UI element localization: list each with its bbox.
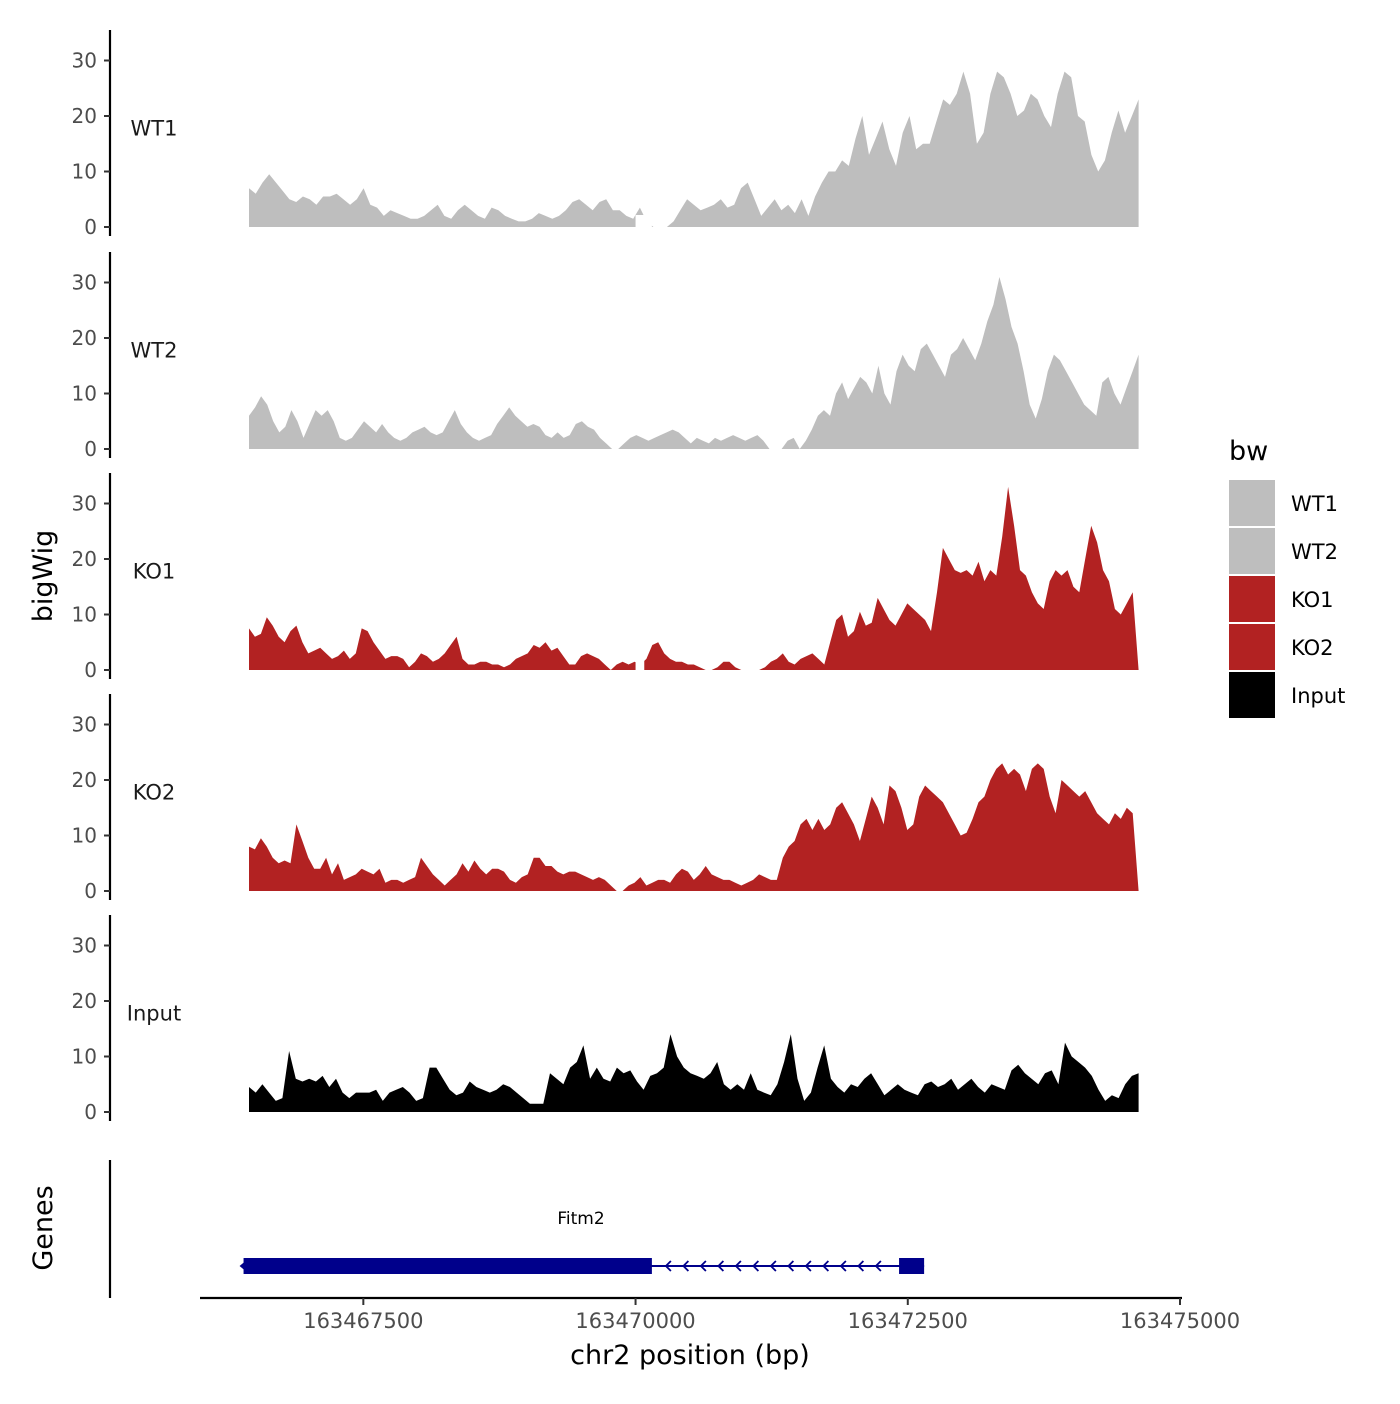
gene-exon (243, 1258, 652, 1274)
track-wt2: 0 10 20 30 WT2 (72, 252, 1139, 461)
y-tick-label: 0 (84, 437, 97, 461)
strand-arrow (699, 1260, 707, 1272)
track-label: Input (127, 1001, 181, 1025)
y-tick-label: 30 (72, 492, 97, 516)
area-series-ko1 (249, 486, 1139, 670)
track-label: KO2 (133, 780, 176, 804)
y-tick-label: 10 (72, 160, 97, 184)
strand-arrow (769, 1260, 777, 1272)
legend-swatch-ko1 (1229, 576, 1275, 622)
gene-exon (899, 1258, 925, 1274)
strand-arrow (822, 1260, 830, 1272)
y-tick-label: 20 (72, 989, 97, 1013)
legend-label-ko2: KO2 (1291, 636, 1334, 660)
legend-swatch-wt2 (1229, 528, 1275, 574)
x-tick-label: 163472500 (848, 1309, 968, 1333)
y-tick-label: 20 (72, 547, 97, 571)
y-tick-label: 30 (72, 934, 97, 958)
legend: bw WT1 WT2 KO1 KO2 Input (1229, 436, 1345, 718)
area-series-wt1 (249, 71, 1139, 227)
x-axis-label: chr2 position (bp) (570, 1340, 810, 1371)
track-ko2: 0 10 20 30 KO2 (72, 694, 1139, 903)
strand-arrow (752, 1260, 760, 1272)
y-tick-label: 20 (72, 768, 97, 792)
strand-arrow (787, 1260, 795, 1272)
y-tick-label: 30 (72, 713, 97, 737)
y-tick-label: 30 (72, 271, 97, 295)
legend-swatch-input (1229, 672, 1275, 718)
area-series-input (249, 1034, 1139, 1112)
y-tick-label: 10 (72, 382, 97, 406)
strand-arrow (804, 1260, 812, 1272)
gene-name: Fitm2 (557, 1209, 604, 1229)
track-panels: 0 10 20 30 WT1 0 10 20 30 WT2 0 10 20 30 KO1 0 10 20 30 KO2… (72, 30, 1139, 1124)
strand-arrow (717, 1260, 725, 1272)
y-tick-label: 0 (84, 1100, 97, 1124)
legend-label-input: Input (1291, 684, 1345, 708)
y-tick-label: 0 (84, 658, 97, 682)
track-wt1: 0 10 20 30 WT1 (72, 30, 1139, 239)
track-label: WT2 (131, 338, 178, 362)
coverage-gap (635, 658, 645, 672)
area-series-wt2 (249, 277, 1139, 449)
legend-swatch-wt1 (1229, 480, 1275, 526)
y-tick-label: 0 (84, 215, 97, 239)
x-tick-label: 163470000 (575, 1309, 695, 1333)
strand-arrow (857, 1260, 865, 1272)
y-tick-label: 10 (72, 824, 97, 848)
x-axis: 163467500 163470000 163472500 163475000 (200, 1296, 1240, 1333)
strand-arrow (839, 1260, 847, 1272)
track-ko1: 0 10 20 30 KO1 (72, 473, 1139, 682)
legend-label-wt2: WT2 (1291, 540, 1338, 564)
track-input: 0 10 20 30 Input (72, 915, 1139, 1124)
strand-arrow (734, 1260, 742, 1272)
strand-arrow (664, 1260, 672, 1272)
track-label: WT1 (131, 116, 178, 140)
legend-label-ko1: KO1 (1291, 588, 1334, 612)
y-axis-label: bigWig (28, 530, 59, 623)
legend-title: bw (1229, 436, 1268, 467)
y-tick-label: 10 (72, 1045, 97, 1069)
strand-arrow (874, 1260, 882, 1272)
strand-arrow (682, 1260, 690, 1272)
y-tick-label: 20 (72, 104, 97, 128)
legend-swatch-ko2 (1229, 624, 1275, 670)
y-tick-label: 10 (72, 603, 97, 627)
legend-label-wt1: WT1 (1291, 492, 1338, 516)
y-tick-label: 0 (84, 879, 97, 903)
x-tick-label: 163475000 (1120, 1309, 1240, 1333)
genes-axis-label: Genes (28, 1185, 59, 1270)
strand-arrow (239, 1261, 246, 1271)
track-label: KO1 (133, 559, 176, 583)
x-tick-label: 163467500 (303, 1309, 423, 1333)
y-tick-label: 30 (72, 49, 97, 73)
coverage-gap (635, 215, 652, 229)
y-tick-label: 20 (72, 326, 97, 350)
area-series-ko2 (249, 763, 1139, 891)
genes-panel: Fitm2 (108, 1160, 925, 1298)
